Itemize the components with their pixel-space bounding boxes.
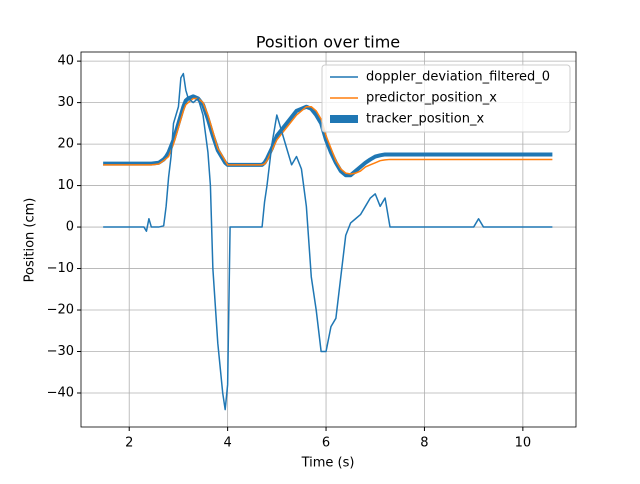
x-tick-label: 8: [420, 436, 428, 451]
legend-box: [321, 64, 571, 133]
legend-label: predictor_position_x: [366, 91, 497, 106]
axes-frame: [80, 51, 577, 428]
legend-label: doppler_deviation_filtered_0: [366, 70, 550, 85]
y-tick-label: 10: [57, 178, 74, 193]
y-tick-label: 30: [57, 95, 74, 110]
x-tick-label: 10: [515, 436, 532, 451]
x-tick-label: 2: [125, 436, 133, 451]
y-tick-label: −40: [47, 385, 74, 400]
y-tick-label: −10: [47, 261, 74, 276]
chart-title: Position over time: [256, 33, 400, 52]
x-axis-label: Time (s): [301, 456, 355, 471]
x-tick-label: 6: [322, 436, 330, 451]
x-tick-label: 4: [223, 436, 231, 451]
series-line: [103, 72, 553, 411]
y-tick-label: 20: [57, 137, 74, 152]
y-tick-label: 40: [57, 54, 74, 69]
y-tick-label: −30: [47, 344, 74, 359]
legend-label: tracker_position_x: [366, 112, 484, 127]
y-axis-label: Position (cm): [23, 198, 38, 283]
legend-swatch: [330, 115, 358, 123]
y-tick-label: 0: [66, 220, 74, 235]
y-tick-label: −20: [47, 303, 74, 318]
